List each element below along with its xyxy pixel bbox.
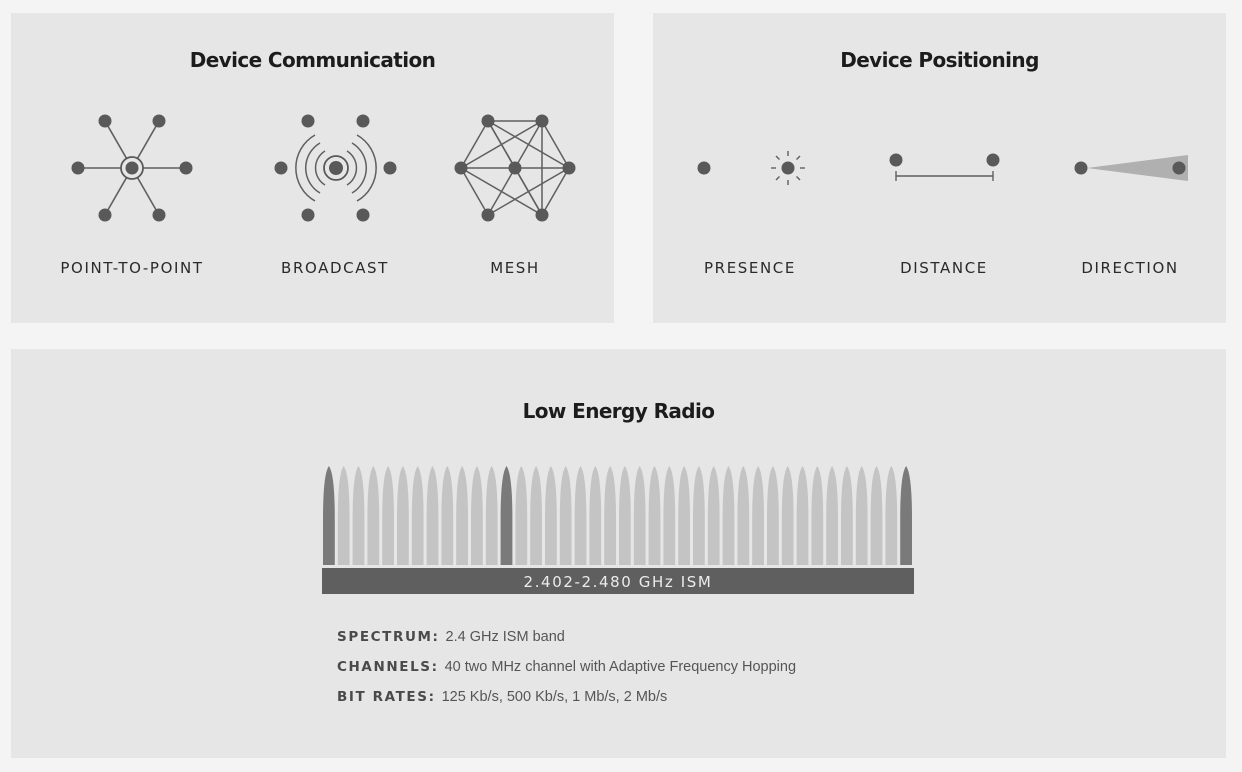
data-channel (456, 466, 468, 565)
data-channel (767, 466, 779, 565)
data-channel (574, 466, 587, 565)
data-channel (619, 466, 631, 565)
data-channel (589, 466, 602, 565)
data-channel (471, 466, 483, 565)
data-channel (397, 466, 409, 565)
spec-key: CHANNELS: (337, 659, 439, 675)
data-channel (752, 466, 764, 565)
spec-value: 40 two MHz channel with Adaptive Frequen… (444, 659, 797, 675)
low-energy-radio-title: Low Energy Radio (522, 399, 715, 423)
device-positioning-title: Device Positioning (840, 48, 1039, 72)
data-channel (693, 466, 705, 565)
data-channel (352, 466, 365, 565)
device-positioning-panel: Device Positioning PRESENCE (653, 13, 1226, 323)
data-channel (367, 466, 380, 565)
data-channel (337, 466, 350, 565)
spec-key: BIT RATES: (337, 689, 436, 705)
presence-label: PRESENCE (704, 259, 796, 277)
advertising-channel (900, 466, 912, 565)
spec-channels: CHANNELS: 40 two MHz channel with Adaptiv… (337, 656, 796, 686)
spec-key: SPECTRUM: (337, 629, 440, 645)
data-channel (633, 466, 646, 565)
data-channel (855, 466, 868, 565)
spec-value: 125 Kb/s, 500 Kb/s, 1 Mb/s, 2 Mb/s (441, 689, 668, 705)
low-energy-radio-panel: Low Energy Radio 2.402-2.480 GHz ISM SPE… (11, 349, 1226, 758)
data-channel (707, 466, 720, 565)
data-channel (648, 466, 661, 565)
data-channel (604, 466, 616, 565)
data-channel (382, 466, 394, 565)
distance-label: DISTANCE (900, 259, 988, 277)
band-label: 2.402-2.480 GHz ISM (524, 573, 713, 591)
data-channel (796, 466, 809, 565)
data-channel (737, 466, 750, 565)
spec-spectrum: SPECTRUM: 2.4 GHz ISM band (337, 626, 796, 656)
data-channel (841, 466, 853, 565)
broadcast-label: BROADCAST (281, 259, 389, 277)
data-channel (678, 466, 690, 565)
data-channel (426, 466, 439, 565)
device-communication-panel: Device Communication POINT-TO-POINT (11, 13, 614, 323)
advertising-channel (500, 466, 513, 565)
advertising-channel (323, 466, 335, 565)
spec-list: SPECTRUM: 2.4 GHz ISM band CHANNELS: 40 tw… (337, 626, 796, 716)
data-channel (411, 466, 424, 565)
data-channel (811, 466, 824, 565)
data-channel (781, 466, 794, 565)
data-channel (722, 466, 735, 565)
mesh-label: MESH (490, 259, 540, 277)
data-channel (441, 466, 454, 565)
data-channel (559, 466, 572, 565)
data-channel (870, 466, 883, 565)
data-channel (530, 466, 542, 565)
device-communication-title: Device Communication (189, 48, 436, 72)
data-channel (485, 466, 498, 565)
data-channel (545, 466, 557, 565)
band-bar (322, 568, 914, 594)
channel-spectrum-diagram: 2.402-2.480 GHz ISM (322, 466, 914, 594)
spec-value: 2.4 GHz ISM band (445, 629, 565, 645)
data-channel (826, 466, 838, 565)
data-channel (885, 466, 898, 565)
data-channel (515, 466, 528, 565)
point-to-point-label: POINT-TO-POINT (60, 259, 204, 277)
spec-bit-rates: BIT RATES: 125 Kb/s, 500 Kb/s, 1 Mb/s, 2 … (337, 686, 796, 716)
direction-label: DIRECTION (1081, 259, 1179, 277)
data-channel (663, 466, 676, 565)
